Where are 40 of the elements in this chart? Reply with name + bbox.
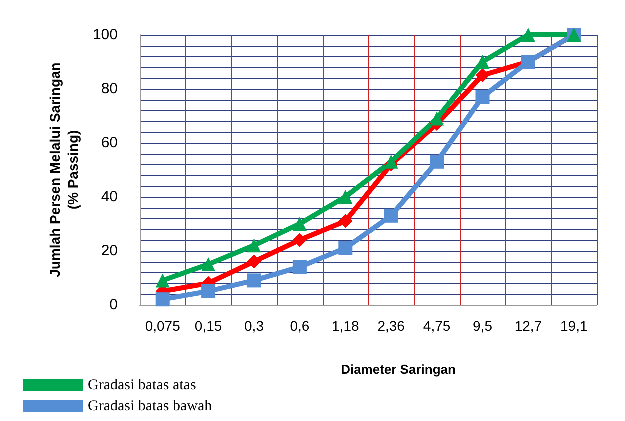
x-tick-label: 12,7	[514, 318, 542, 334]
point	[247, 238, 262, 253]
point	[202, 284, 216, 298]
point	[430, 154, 444, 169]
x-tick-label: 0,6	[290, 318, 310, 334]
x-tick-label: 1,18	[332, 318, 360, 334]
x-axis-title: Diameter Saringan	[341, 362, 456, 377]
x-tick-label: 19,1	[560, 318, 588, 334]
point	[156, 274, 170, 288]
legend-label: Gradasi batas atas	[88, 378, 196, 394]
point	[476, 68, 490, 82]
x-tick-label: 0,15	[194, 318, 222, 334]
x-tick-label: 4,75	[423, 318, 451, 334]
point	[292, 217, 307, 231]
point	[384, 154, 398, 169]
point	[430, 112, 444, 126]
x-tick-label: 0,3	[244, 318, 264, 334]
point	[247, 254, 262, 269]
point	[338, 214, 353, 228]
point	[292, 233, 307, 248]
x-tick-label: 9,5	[473, 318, 493, 334]
legend-label: Gradasi batas bawah	[88, 398, 213, 414]
y-tick-label: 20	[101, 242, 118, 260]
point	[156, 292, 170, 307]
point	[521, 28, 536, 42]
y-tick-label: 40	[101, 188, 118, 206]
point	[476, 90, 490, 104]
y-tick-label: 80	[101, 80, 118, 98]
y-tick-label: 100	[92, 26, 118, 44]
point	[338, 190, 353, 204]
point	[338, 241, 353, 256]
y-axis-title: Jumlah Persen Melalui Saringan (% Passing)	[47, 62, 82, 278]
point	[292, 260, 307, 274]
point	[247, 274, 262, 288]
x-tick-label: 2,36	[378, 318, 406, 334]
point	[202, 258, 216, 272]
y-tick-label: 60	[101, 134, 118, 152]
x-tick-label: 0,075	[145, 318, 181, 334]
y-tick-label: 0	[110, 296, 118, 314]
point	[384, 208, 398, 223]
